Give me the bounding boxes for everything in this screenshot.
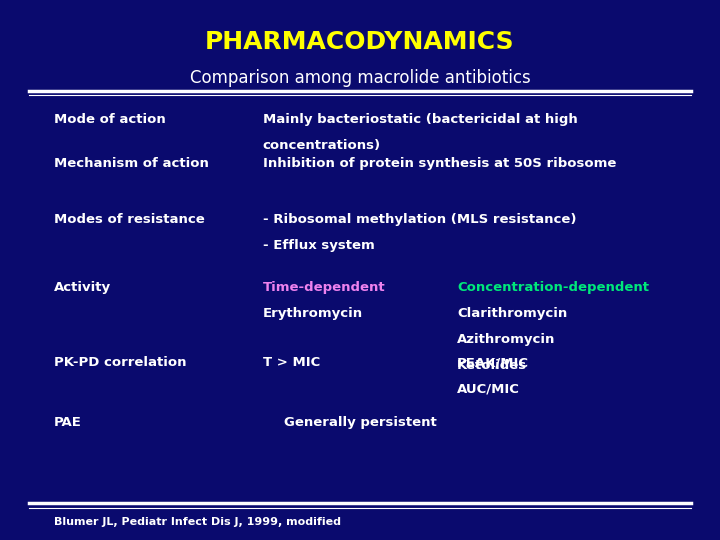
Text: T > MIC: T > MIC <box>263 356 320 369</box>
Text: - Efflux system: - Efflux system <box>263 239 374 252</box>
Text: - Ribosomal methylation (MLS resistance): - Ribosomal methylation (MLS resistance) <box>263 213 576 226</box>
Text: Ketolides: Ketolides <box>457 359 527 372</box>
Text: Mainly bacteriostatic (bactericidal at high: Mainly bacteriostatic (bactericidal at h… <box>263 113 577 126</box>
Text: Inhibition of protein synthesis at 50S ribosome: Inhibition of protein synthesis at 50S r… <box>263 157 616 170</box>
Text: Generally persistent: Generally persistent <box>284 416 436 429</box>
Text: Azithromycin: Azithromycin <box>457 333 556 346</box>
Text: concentrations): concentrations) <box>263 139 381 152</box>
Text: PK-PD correlation: PK-PD correlation <box>54 356 186 369</box>
Text: AUC/MIC: AUC/MIC <box>457 382 520 395</box>
Text: Comparison among macrolide antibiotics: Comparison among macrolide antibiotics <box>189 69 531 87</box>
Text: PAE: PAE <box>54 416 82 429</box>
Text: Concentration-dependent: Concentration-dependent <box>457 281 649 294</box>
Text: Mechanism of action: Mechanism of action <box>54 157 209 170</box>
Text: Time-dependent: Time-dependent <box>263 281 385 294</box>
Text: Modes of resistance: Modes of resistance <box>54 213 204 226</box>
Text: Mode of action: Mode of action <box>54 113 166 126</box>
Text: PHARMACODYNAMICS: PHARMACODYNAMICS <box>205 30 515 53</box>
Text: Clarithromycin: Clarithromycin <box>457 307 567 320</box>
Text: Activity: Activity <box>54 281 111 294</box>
Text: PEAK/MIC: PEAK/MIC <box>457 356 529 369</box>
Text: Blumer JL, Pediatr Infect Dis J, 1999, modified: Blumer JL, Pediatr Infect Dis J, 1999, m… <box>54 517 341 528</box>
Text: Erythromycin: Erythromycin <box>263 307 363 320</box>
